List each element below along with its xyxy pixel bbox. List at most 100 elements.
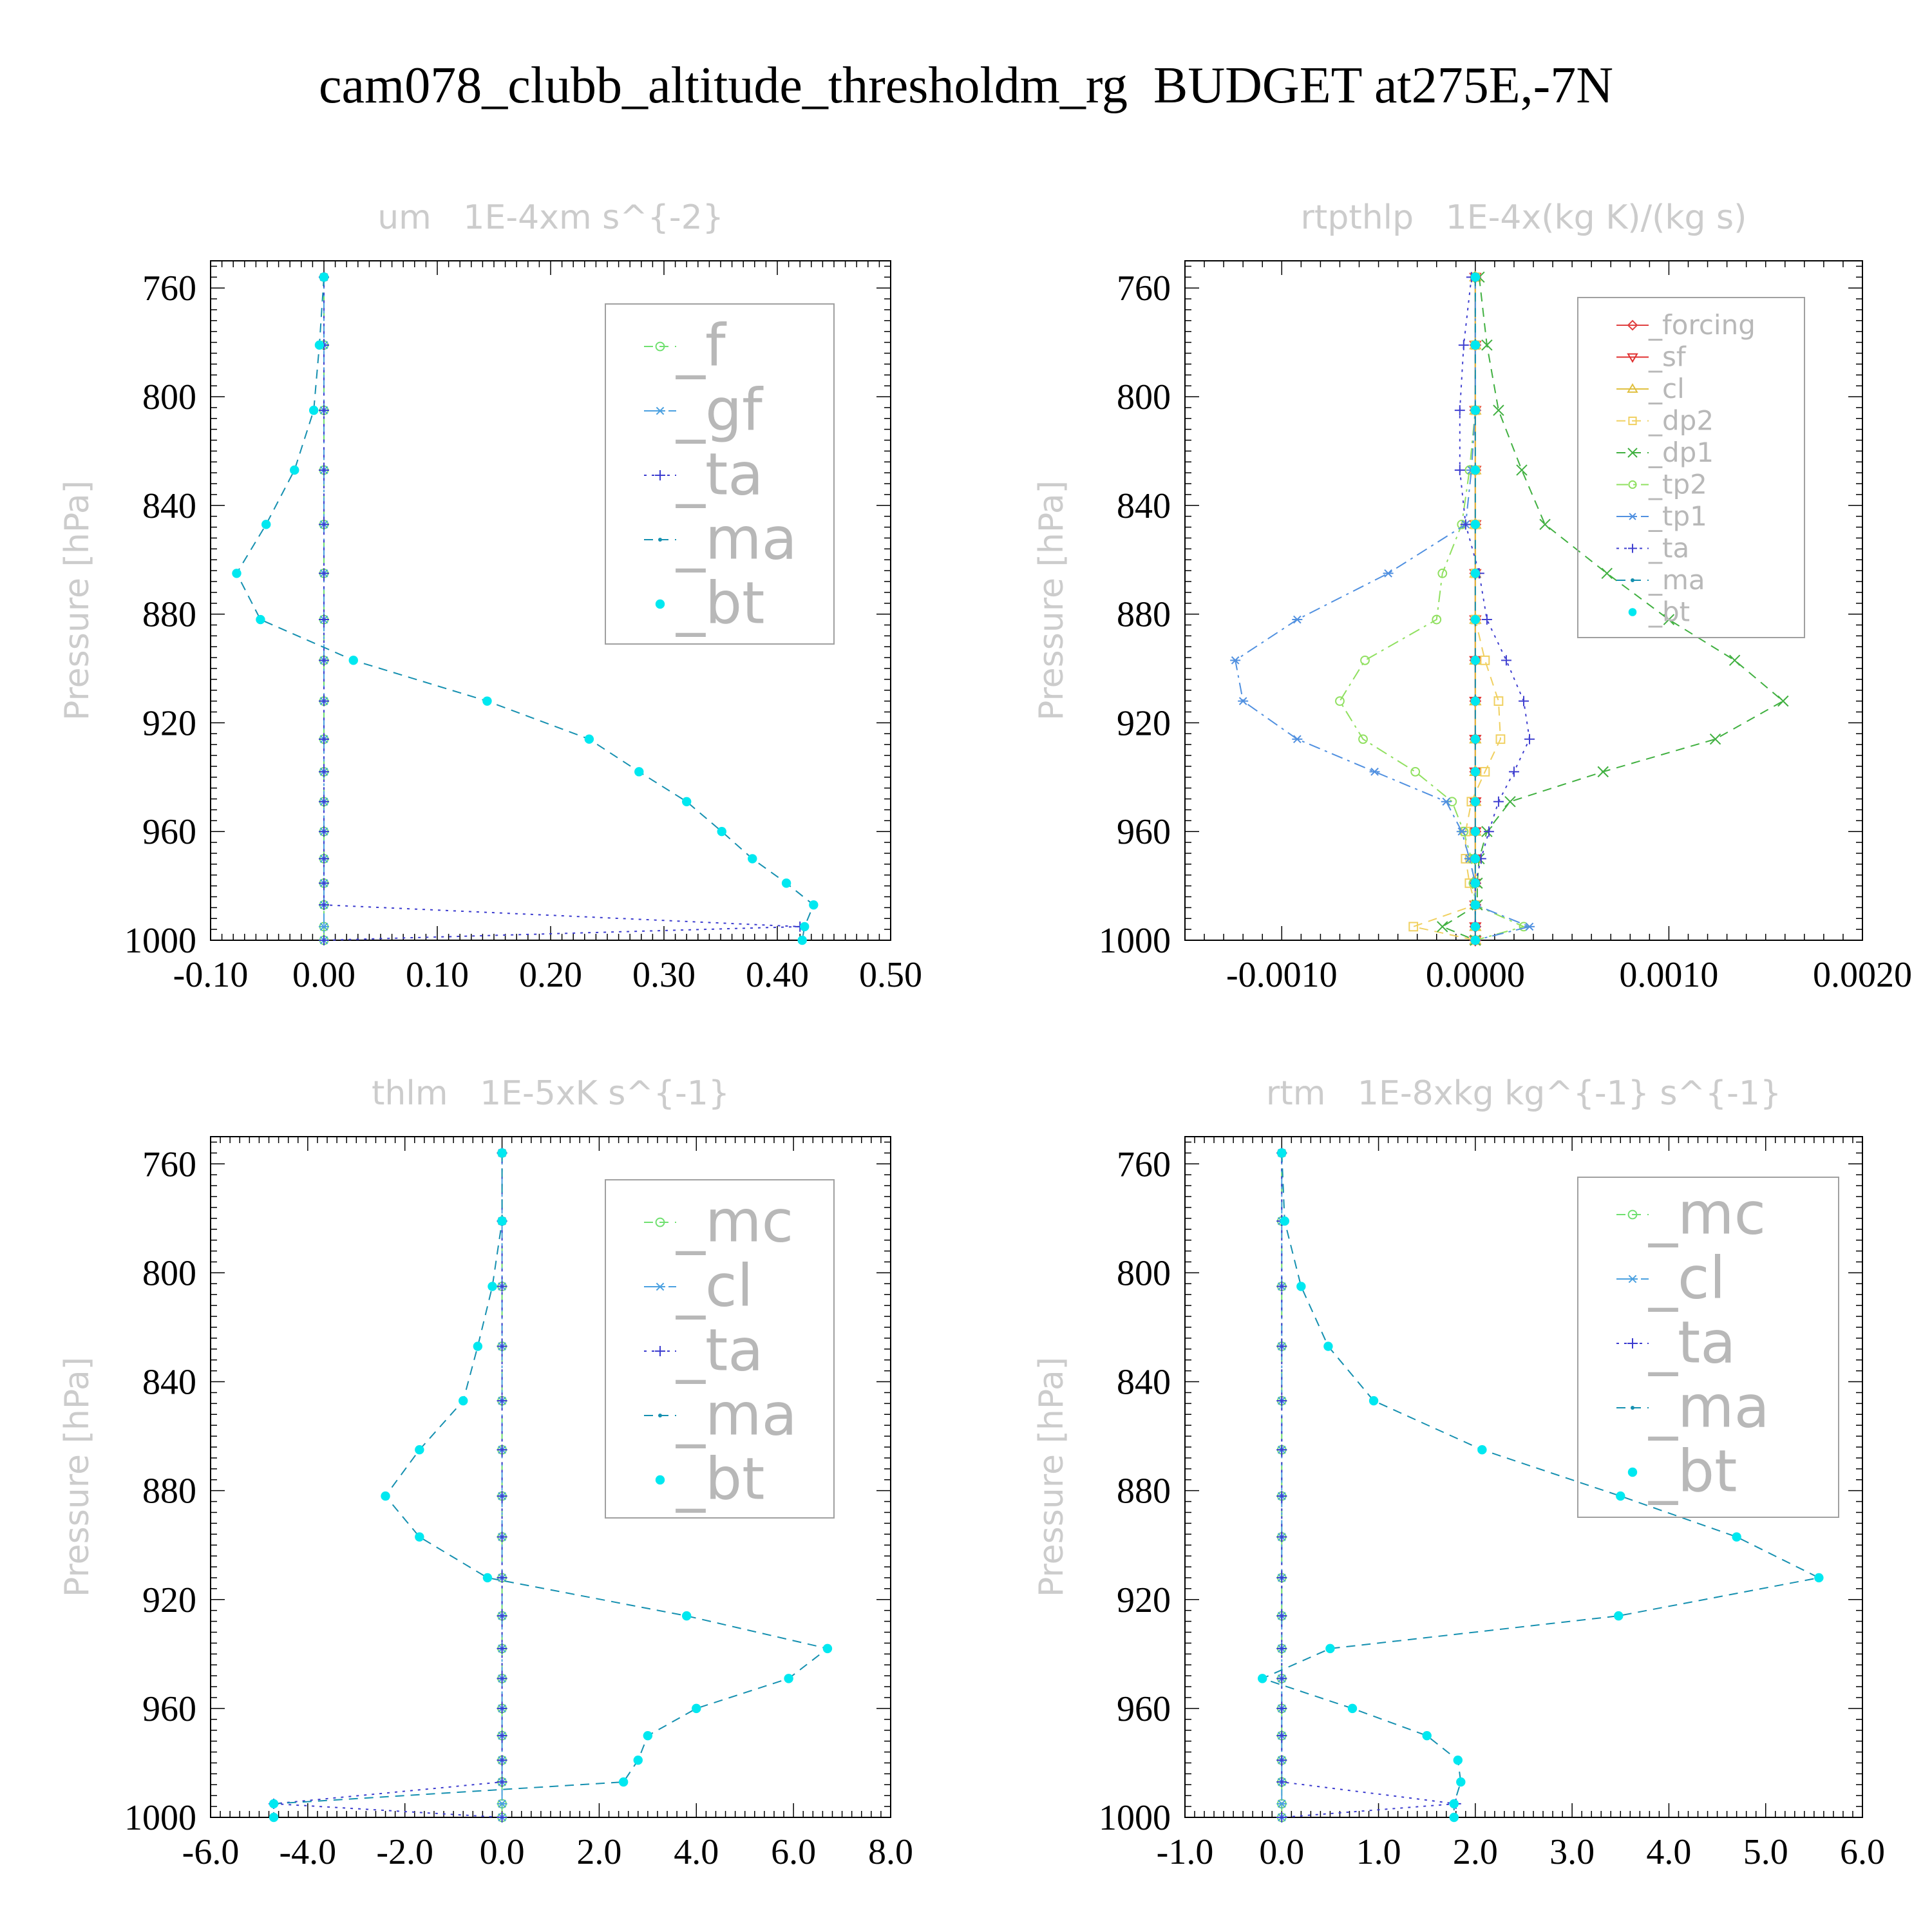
data-point — [1276, 1396, 1287, 1406]
legend: _mc_cl_ta_ma_bt — [605, 1179, 835, 1519]
data-point — [1481, 614, 1492, 625]
legend-marker — [1627, 1209, 1638, 1220]
x-tick-label: 0.40 — [746, 955, 809, 995]
data-point — [809, 900, 819, 910]
data-point — [1276, 1812, 1287, 1823]
series-line — [273, 1153, 503, 1818]
data-point — [1470, 878, 1481, 888]
data-point — [256, 614, 265, 625]
legend-marker — [1628, 608, 1637, 616]
x-tick-label: 0.10 — [406, 955, 469, 995]
data-point — [1519, 696, 1529, 706]
data-point — [1449, 1812, 1459, 1823]
data-point — [1335, 696, 1345, 706]
x-tick-label: 0.0000 — [1426, 955, 1525, 995]
legend-marker — [655, 599, 665, 609]
y-tick-label: 1000 — [1099, 921, 1171, 961]
data-point — [319, 614, 329, 625]
data-point — [497, 1643, 507, 1654]
data-point — [232, 569, 242, 578]
x-tick-label: 0.0020 — [1813, 955, 1912, 995]
data-point — [1470, 465, 1481, 475]
data-point — [497, 1777, 507, 1788]
data-point — [682, 1611, 692, 1621]
data-point — [1238, 697, 1249, 705]
data-point — [497, 1812, 507, 1823]
data-point — [584, 734, 594, 744]
data-point — [1432, 614, 1442, 625]
data-point — [1276, 1444, 1287, 1455]
y-tick-label: 880 — [142, 1472, 196, 1511]
chart-panel-4: 760 800 840 880 920 960 1000-1.0 0.0 1.0 2.0 3.0 4.… — [1032, 1074, 1885, 1872]
y-tick-label: 800 — [1117, 1253, 1171, 1293]
legend-label: _ma — [1648, 564, 1705, 596]
data-point — [1470, 696, 1481, 706]
y-tick-label: 960 — [142, 1689, 196, 1729]
legend-marker — [655, 406, 665, 415]
y-tick-label: 960 — [1117, 812, 1171, 852]
y-tick-label: 840 — [142, 1363, 196, 1403]
data-point — [1276, 1491, 1287, 1502]
data-point — [1614, 1611, 1624, 1621]
x-tick-label: 1.0 — [1356, 1832, 1401, 1872]
data-point — [1325, 1643, 1335, 1654]
y-tick-label: 800 — [142, 377, 196, 417]
legend-marker — [1627, 448, 1638, 458]
data-point — [497, 1730, 507, 1741]
legend-marker — [1631, 1406, 1634, 1410]
y-tick-label: 840 — [142, 486, 196, 526]
legend-marker — [658, 538, 662, 542]
data-point — [1470, 340, 1481, 350]
x-tick-label: 0.30 — [632, 955, 696, 995]
data-point — [1383, 569, 1394, 578]
data-point — [1276, 1611, 1287, 1622]
y-axis-label: Pressure [hPa] — [1032, 480, 1071, 721]
data-point — [692, 1703, 701, 1714]
y-tick-label: 920 — [142, 1580, 196, 1620]
legend-label: _bt — [676, 1446, 764, 1513]
data-point — [1276, 1730, 1287, 1741]
data-point — [1481, 339, 1493, 351]
chart-panel-3: 760 800 840 880 920 960 1000-6.0 -4.0 -2.0 0.0 2.0… — [58, 1074, 913, 1872]
data-point — [1504, 796, 1516, 808]
data-point — [1616, 1491, 1625, 1501]
series-line — [1411, 277, 1501, 941]
data-point — [319, 696, 329, 706]
legend-label: _cl — [1648, 373, 1685, 404]
data-point — [1437, 921, 1448, 933]
data-point — [497, 1611, 507, 1622]
series-ta — [319, 272, 806, 945]
x-tick-label: 0.00 — [292, 955, 355, 995]
data-point — [319, 734, 329, 744]
legend-label: _forcing — [1648, 309, 1756, 341]
data-point — [1814, 1573, 1824, 1583]
data-point — [1524, 922, 1535, 931]
x-tick-label: 6.0 — [771, 1832, 816, 1872]
data-point — [261, 520, 271, 529]
data-point — [1441, 797, 1452, 806]
data-point — [1732, 1532, 1741, 1542]
data-point — [1470, 797, 1481, 806]
y-tick-label: 880 — [142, 595, 196, 635]
legend-marker — [1627, 1467, 1638, 1477]
y-tick-label: 1000 — [124, 921, 196, 961]
data-point — [1276, 1703, 1287, 1714]
legend-label: _tp1 — [1648, 500, 1707, 532]
data-point — [497, 1703, 507, 1714]
panel-title: rtpthlp 1E-4x(kg K)/(kg s) — [1301, 198, 1747, 237]
data-point — [1276, 1281, 1287, 1292]
legend-box — [1577, 297, 1805, 638]
legend: _forcing_sf_cl_dp2_dp1_tp2_tp1_ta_ma_bt — [1577, 297, 1805, 638]
panel-title: thlm 1E-5xK s^{-1} — [372, 1074, 730, 1113]
legend-box — [605, 303, 835, 645]
legend-marker — [655, 341, 665, 352]
legend-label: _tp2 — [1648, 468, 1707, 500]
legend-marker — [1627, 383, 1638, 393]
data-point — [1277, 1148, 1287, 1158]
series-ma — [1473, 275, 1477, 942]
series-bt — [1470, 272, 1481, 945]
legend-label: _ma — [676, 1381, 797, 1449]
data-point — [1524, 734, 1535, 744]
data-point — [497, 1572, 507, 1583]
